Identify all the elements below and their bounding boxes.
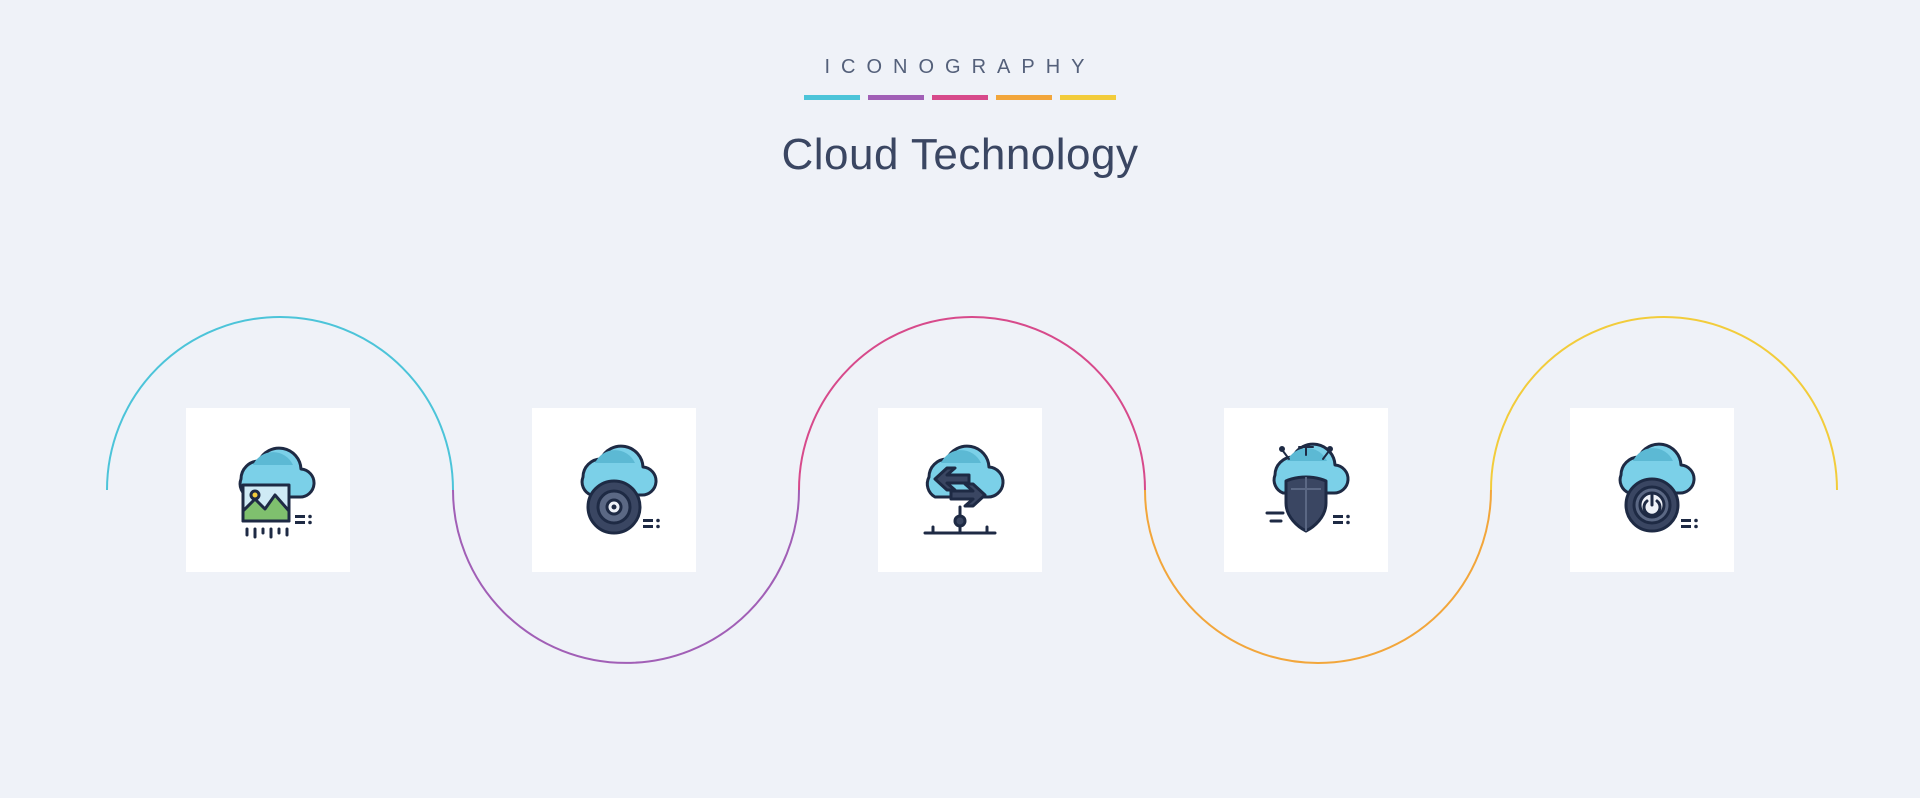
- brand-label: ICONOGRAPHY: [0, 56, 1920, 79]
- stripe: [804, 95, 860, 100]
- icons-row: [0, 408, 1920, 572]
- header: ICONOGRAPHY Cloud Technology: [0, 0, 1920, 180]
- stripe: [1060, 95, 1116, 100]
- stripe: [996, 95, 1052, 100]
- icon-card: [532, 408, 696, 572]
- stripe: [932, 95, 988, 100]
- cloud-disc-icon: [559, 435, 669, 545]
- cloud-image-icon: [213, 435, 323, 545]
- brand-stripes: [0, 95, 1920, 100]
- cloud-shield-icon: [1251, 435, 1361, 545]
- stripe: [868, 95, 924, 100]
- icon-card: [878, 408, 1042, 572]
- icon-card: [1570, 408, 1734, 572]
- page-title: Cloud Technology: [0, 130, 1920, 180]
- cloud-power-icon: [1597, 435, 1707, 545]
- cloud-transfer-icon: [905, 435, 1015, 545]
- icon-card: [186, 408, 350, 572]
- icon-card: [1224, 408, 1388, 572]
